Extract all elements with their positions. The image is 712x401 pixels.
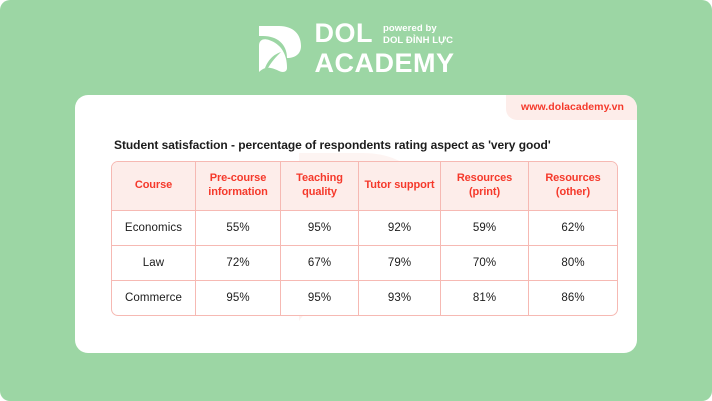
cell-resources-print: 59%: [441, 211, 529, 246]
brand-wordmark: DOL powered by DOL ĐỈNH LỰC ACADEMY: [314, 20, 455, 79]
cell-resources-other: 86%: [561, 292, 585, 304]
table-header: Course Pre-course information Teaching q…: [112, 162, 617, 211]
cell-teaching: 67%: [281, 246, 359, 281]
cell-tutor: 79%: [359, 246, 441, 281]
cell-pre-course: 72%: [196, 246, 281, 281]
column-header-pre-course-line1: Pre-course: [209, 172, 267, 185]
column-header-resources-other: Resources (other): [529, 162, 617, 211]
cell-tutor: 92%: [359, 211, 441, 246]
powered-by-label: powered by: [382, 23, 437, 35]
column-header-tutor-line1: Tutor support: [364, 179, 435, 192]
cell-resources-other: 62%: [529, 211, 617, 246]
cell-resources-print: 81%: [441, 281, 529, 315]
cell-tutor: 93%: [359, 281, 441, 315]
column-header-teaching-line2: quality: [302, 186, 337, 198]
table-row: Commerce 95% 95% 93% 81% 86%: [112, 281, 617, 315]
column-header-tutor-support: Tutor support: [359, 162, 441, 211]
brand-name-dol: DOL: [314, 18, 373, 49]
satisfaction-table: Course Pre-course information Teaching q…: [111, 161, 618, 316]
powered-by-block: powered by DOL ĐỈNH LỰC: [383, 20, 453, 45]
brand-name-academy: ACADEMY: [314, 48, 455, 79]
column-header-course-line1: Course: [134, 179, 173, 192]
column-header-pre-course-information: Pre-course information: [196, 162, 281, 211]
cell-pre-course: 95%: [196, 281, 281, 315]
content-card: www.dolacademy.vn Student satisfaction -…: [75, 95, 637, 353]
table-header-row: Course Pre-course information Teaching q…: [112, 162, 617, 211]
chart-title: Student satisfaction - percentage of res…: [114, 138, 551, 152]
cell-pre-course: 55%: [196, 211, 281, 246]
powered-by-company: DOL ĐỈNH LỰC: [382, 34, 454, 46]
brand-lockup: DOL powered by DOL ĐỈNH LỰC ACADEMY: [257, 20, 455, 79]
column-header-resources-print-line2: (print): [468, 186, 501, 198]
cell-course: Commerce: [112, 281, 196, 315]
column-header-teaching-quality: Teaching quality: [281, 162, 359, 211]
column-header-teaching-line1: Teaching: [296, 172, 343, 185]
table-row: Economics 55% 95% 92% 59% 62%: [112, 211, 617, 246]
column-header-pre-course-line2: information: [208, 186, 268, 198]
dol-leaf-logo-icon: [259, 26, 302, 72]
cell-teaching: 95%: [281, 211, 359, 246]
cell-course: Law: [112, 246, 196, 281]
website-url-badge[interactable]: www.dolacademy.vn: [506, 95, 637, 120]
column-header-course: Course: [112, 162, 196, 211]
column-header-resources-print-line1: Resources: [456, 172, 513, 185]
brand-header: DOL powered by DOL ĐỈNH LỰC ACADEMY: [0, 18, 712, 80]
table-row: Law 72% 67% 79% 70% 80%: [112, 246, 617, 281]
brand-wordmark-top: DOL powered by DOL ĐỈNH LỰC: [314, 20, 454, 47]
column-header-resources-other-line1: Resources: [545, 172, 601, 185]
data-table-wrapper: Course Pre-course information Teaching q…: [111, 161, 618, 316]
cell-resources-other: 80%: [529, 246, 617, 281]
cell-resources-print: 70%: [441, 246, 529, 281]
column-header-resources-print: Resources (print): [441, 162, 529, 211]
cell-teaching: 95%: [281, 281, 359, 315]
column-header-resources-other-line2: (other): [555, 186, 591, 198]
cell-course: Economics: [112, 211, 196, 246]
table-body: Economics 55% 95% 92% 59% 62% Law 72% 67…: [112, 211, 617, 315]
